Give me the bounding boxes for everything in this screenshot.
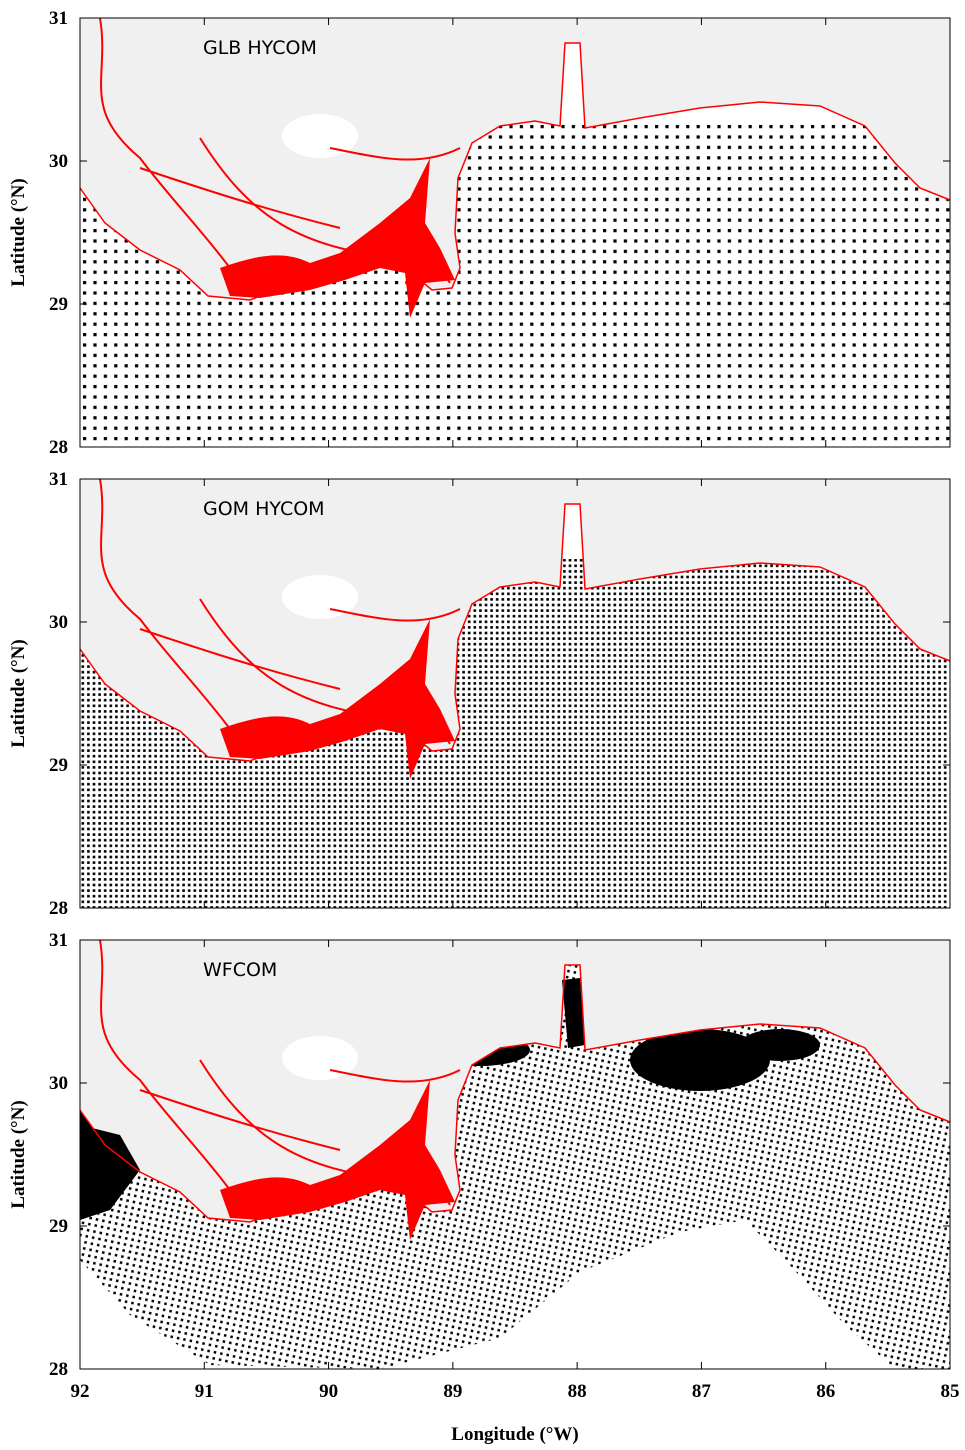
y-tick-label: 31 (49, 469, 68, 490)
panel-title: GOM HYCOM (203, 498, 325, 520)
figure: 28 29 30 31 GLB HYCOM Latitude (°N) 28 29 30 31 GO… (0, 0, 965, 1450)
y-tick-label: 31 (49, 8, 68, 29)
y-tick-label: 28 (49, 1359, 68, 1380)
x-tick-label: 86 (816, 1381, 835, 1402)
y-tick-label: 28 (49, 898, 68, 919)
x-tick-label: 90 (319, 1381, 338, 1402)
map-panel: 28 29 30 31 GLB HYCOM Latitude (°N) (8, 8, 950, 552)
y-tick-label: 30 (49, 612, 68, 633)
x-tick-label: 92 (71, 1381, 90, 1402)
x-axis-label: Longitude (°W) (451, 1424, 578, 1445)
x-tick-label: 85 (941, 1381, 960, 1402)
page: {"panels": [ {"title": "GLB HYCOM", "y_a… (0, 0, 965, 1450)
x-tick-label: 87 (692, 1381, 712, 1402)
x-tick-label: 88 (568, 1381, 587, 1402)
y-tick-label: 30 (49, 1073, 68, 1094)
map-panel: 28 29 30 31 GOM HYCOM Latitude (°N) (8, 469, 950, 988)
map-panel: 28 29 30 31 92 91 90 89 88 87 86 85 WFCOM Latitude (°… (8, 930, 960, 1402)
y-tick-label: 29 (49, 755, 68, 776)
y-axis-label: Latitude (°N) (8, 639, 29, 747)
y-axis-label: Latitude (°N) (8, 1100, 29, 1208)
panel-title: GLB HYCOM (203, 37, 317, 59)
x-tick-label: 89 (443, 1381, 462, 1402)
x-tick-label: 91 (195, 1381, 214, 1402)
y-tick-label: 29 (49, 294, 68, 315)
y-tick-label: 28 (49, 437, 68, 458)
y-tick-label: 30 (49, 151, 68, 172)
panel-title: WFCOM (203, 959, 277, 981)
y-tick-label: 29 (49, 1216, 68, 1237)
y-tick-label: 31 (49, 930, 68, 951)
y-axis-label: Latitude (°N) (8, 178, 29, 286)
dense-mesh (740, 1029, 820, 1061)
